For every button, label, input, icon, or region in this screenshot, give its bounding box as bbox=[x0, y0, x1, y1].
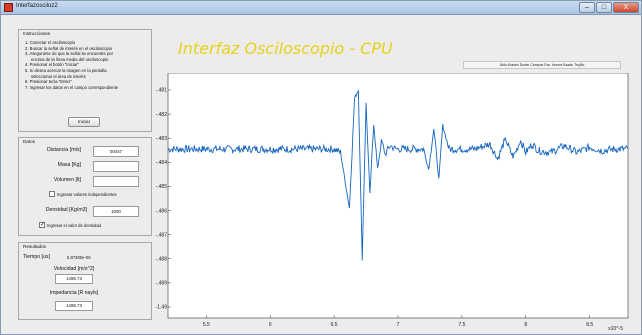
independent-values-checkbox[interactable]: Ingresar valores independientes bbox=[49, 191, 117, 197]
volume-label: Volumen [lt] bbox=[53, 177, 81, 183]
plot-title: Interfaz Osciloscopio - CPU bbox=[178, 39, 393, 58]
y-tick-label: -.487 bbox=[156, 232, 168, 238]
checkmark-icon[interactable]: ✓ bbox=[39, 222, 46, 228]
window-controls: – □ X bbox=[579, 2, 639, 13]
mass-label: Masa [Kg] bbox=[57, 162, 81, 168]
independent-values-label: Ingresar valores independientes bbox=[57, 191, 117, 197]
volume-input[interactable] bbox=[93, 176, 139, 187]
oscilloscope-chart[interactable]: -.481 -.482 -.483 -.484 -.485 -.486 -.487 -.488… bbox=[153, 73, 631, 333]
minimize-button[interactable]: – bbox=[579, 2, 595, 13]
instruction-item: seleccionar el área de interés bbox=[31, 73, 86, 79]
instructions-title: Instrucciones bbox=[23, 31, 51, 36]
instruction-item: 6. Presionar tecla "Enter" bbox=[25, 79, 72, 85]
density-value-checkbox[interactable]: ✓ Ingresar el valor de densidad bbox=[39, 222, 101, 228]
instruction-item: encima de la línea media del osciloscopi… bbox=[31, 56, 109, 62]
y-tick-label: -.482 bbox=[156, 112, 168, 118]
y-tick-label: -.486 bbox=[156, 208, 168, 214]
impedance-value: 1498.73 bbox=[55, 301, 93, 311]
maximize-button[interactable]: □ bbox=[596, 2, 612, 13]
checkbox-box[interactable] bbox=[49, 191, 55, 197]
signal-series-line bbox=[167, 90, 629, 261]
distance-label: Distancia [mts] bbox=[46, 147, 81, 153]
instruction-item: 7. Ingresar los datos en el campo corres… bbox=[25, 84, 119, 90]
distance-input[interactable]: 00447 bbox=[93, 146, 139, 157]
x-tick-label: 6.5 bbox=[331, 322, 338, 328]
results-title: Resultados bbox=[23, 244, 46, 249]
x-tick-label: 7.5 bbox=[458, 322, 465, 328]
x-tick-label: 8 bbox=[524, 322, 527, 328]
data-panel-title: Datos bbox=[23, 139, 36, 144]
authors-label: Aldo Moisés Durán Campos Dra. Ivonne Baz… bbox=[463, 61, 621, 69]
x-tick-label: 5.5 bbox=[203, 322, 210, 328]
instructions-panel: Instrucciones 1. Conectar el osciloscopi… bbox=[18, 29, 152, 132]
velocity-value: 1498.73 bbox=[55, 274, 93, 284]
y-tick-label: -.481 bbox=[156, 88, 168, 94]
y-tick-label: -.483 bbox=[156, 136, 168, 142]
window-title: Interfazosciloz2 bbox=[16, 3, 58, 9]
instruction-item: 5. Si desea acercar la imagen en la pant… bbox=[25, 67, 108, 73]
y-tick-label: -.484 bbox=[156, 160, 168, 166]
density-value-label: Ingresar el valor de densidad bbox=[47, 222, 102, 228]
instructions-list: 1. Conectar el osciloscopio 2. Buscar la… bbox=[25, 40, 151, 90]
plot-axes-box bbox=[167, 73, 629, 319]
y-tick-label: -1.49 bbox=[156, 305, 168, 311]
mass-input[interactable] bbox=[93, 161, 139, 172]
data-panel: Datos Distancia [mts] 00447 Masa [Kg] Vo… bbox=[18, 137, 152, 236]
time-value: 5.97300e-06 bbox=[67, 255, 91, 260]
y-axis: -.481 -.482 -.483 -.484 -.485 -.486 -.487 -.488… bbox=[156, 88, 171, 311]
instruction-item: 3. Asegurarse de que la señal se encuent… bbox=[25, 51, 113, 57]
density-input[interactable]: 1000 bbox=[93, 206, 139, 217]
instruction-item: 4. Presionar el botón "Iniciar" bbox=[25, 62, 79, 68]
y-tick-label: -.485 bbox=[156, 184, 168, 190]
instruction-item: 1. Conectar el osciloscopio bbox=[25, 40, 76, 45]
y-tick-label: -.488 bbox=[156, 256, 168, 262]
instruction-item: 2. Buscar la señal de interés en el osci… bbox=[25, 45, 113, 51]
x-tick-label: 7 bbox=[397, 322, 400, 328]
density-label: Densidad [Kg/m3] bbox=[45, 207, 87, 213]
x-tick-label: 6 bbox=[269, 322, 272, 328]
impedance-label: Impedancia [R nayls] bbox=[49, 290, 99, 296]
matlab-app-icon bbox=[4, 3, 13, 12]
x-tick-label: 8.5 bbox=[586, 322, 593, 328]
start-button[interactable]: Iniciar bbox=[68, 117, 100, 127]
y-tick-label: -.489 bbox=[156, 281, 168, 287]
velocity-label: Velocidad [m/s^2] bbox=[53, 266, 95, 272]
close-button[interactable]: X bbox=[613, 2, 639, 13]
time-label: Tiempo [us] bbox=[23, 254, 50, 260]
title-bar: Interfazosciloz2 – □ X bbox=[1, 1, 641, 15]
x-scale-note: x10^-5 bbox=[608, 326, 623, 332]
x-axis: 5.5 6 6.5 7 7.5 8 8.5 bbox=[203, 315, 593, 328]
results-panel: Resultados Tiempo [us] 5.97300e-06 Veloc… bbox=[18, 242, 152, 320]
